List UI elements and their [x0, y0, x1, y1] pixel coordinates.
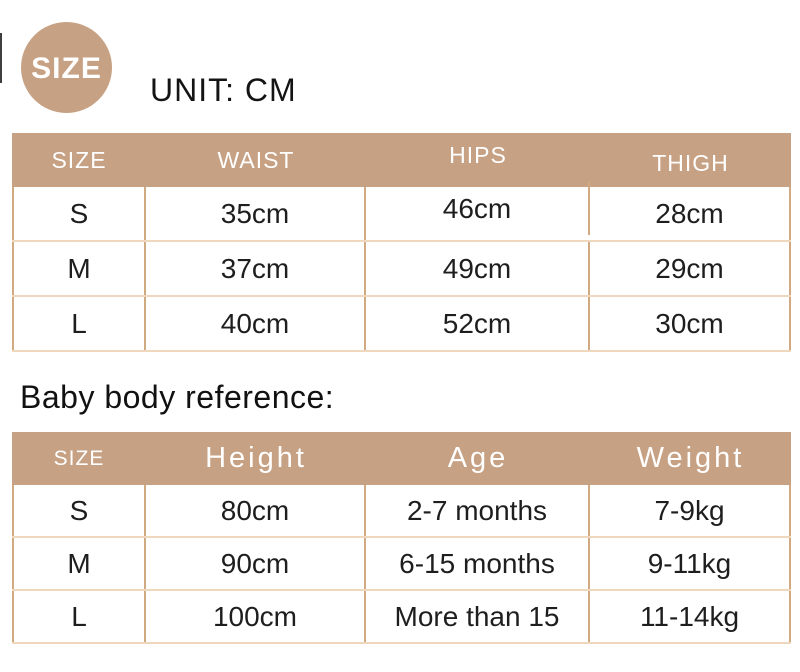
table-row: S 35cm 46cm 28cm [12, 182, 791, 242]
cell-size: L [12, 297, 146, 350]
unit-label: UNIT: CM [150, 72, 297, 108]
cell-waist: 40cm [146, 297, 366, 350]
cell-weight: 7-9kg [590, 485, 791, 536]
cell-thigh: 30cm [590, 297, 791, 350]
reference-heading: Baby body reference: [20, 379, 335, 415]
cell-age: More than 15 [366, 591, 590, 642]
cell-size: L [12, 591, 146, 642]
cell-thigh: 29cm [590, 242, 791, 295]
size-badge: SIZE [21, 22, 112, 113]
size-badge-label: SIZE [31, 51, 102, 85]
cell-size: S [12, 485, 146, 536]
reference-table: SIZE Height Age Weight S 80cm 2-7 months… [12, 432, 791, 644]
edge-artifact [0, 33, 2, 83]
cell-size: S [12, 187, 146, 240]
cell-size: M [12, 538, 146, 589]
cell-waist: 37cm [146, 242, 366, 295]
cell-hips: 46cm [366, 182, 590, 235]
table-row: L 100cm More than 15 11-14kg [12, 591, 791, 644]
cell-hips: 49cm [366, 242, 590, 295]
cell-age: 2-7 months [366, 485, 590, 536]
size-table: SIZE WAIST HIPS THIGH S 35cm 46cm 28cm M… [12, 133, 791, 352]
cell-hips: 52cm [366, 297, 590, 350]
cell-height: 80cm [146, 485, 366, 536]
cell-age: 6-15 months [366, 538, 590, 589]
size-table-header-hips: HIPS [449, 141, 507, 168]
size-table-header-row: SIZE WAIST HIPS THIGH [12, 133, 791, 187]
size-table-header-waist: WAIST [217, 146, 295, 173]
table-row: S 80cm 2-7 months 7-9kg [12, 485, 791, 538]
size-table-header-size: SIZE [51, 146, 107, 173]
cell-size: M [12, 242, 146, 295]
reference-header-age: Age [447, 442, 509, 474]
table-row: M 90cm 6-15 months 9-11kg [12, 538, 791, 591]
reference-header-size: SIZE [53, 446, 105, 470]
table-row: L 40cm 52cm 30cm [12, 297, 791, 352]
cell-weight: 11-14kg [590, 591, 791, 642]
table-row: M 37cm 49cm 29cm [12, 242, 791, 297]
reference-header-height: Height [205, 442, 307, 474]
reference-table-header-row: SIZE Height Age Weight [12, 432, 791, 485]
reference-header-weight: Weight [636, 442, 745, 474]
cell-waist: 35cm [146, 187, 366, 240]
cell-weight: 9-11kg [590, 538, 791, 589]
cell-height: 100cm [146, 591, 366, 642]
size-table-header-thigh: THIGH [652, 149, 729, 176]
cell-thigh: 28cm [590, 187, 791, 240]
cell-height: 90cm [146, 538, 366, 589]
